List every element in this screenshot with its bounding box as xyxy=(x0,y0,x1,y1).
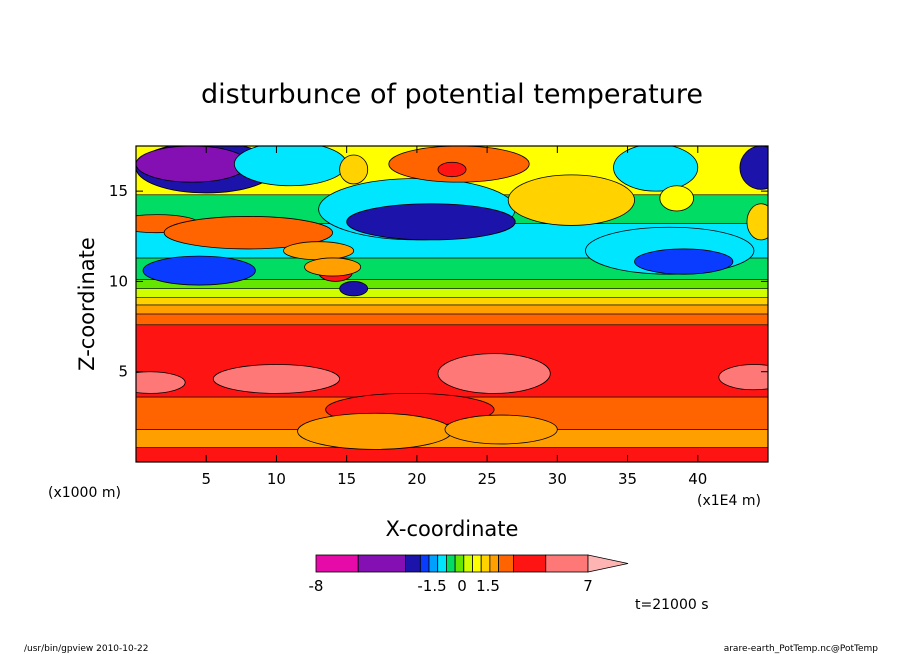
x-tick-label: 25 xyxy=(478,470,497,488)
colorbar-extension xyxy=(587,554,629,573)
colorbar-label: 7 xyxy=(583,577,593,595)
colorbar-segment-0 xyxy=(315,554,359,573)
contour-region-9 xyxy=(507,174,635,226)
colorbar-label: 1.5 xyxy=(476,577,500,595)
contour-region-4 xyxy=(163,216,334,250)
plot-area xyxy=(136,146,768,462)
contour-region-18 xyxy=(746,203,768,241)
contour-band-5 xyxy=(136,304,768,315)
colorbar-segment-2 xyxy=(405,554,421,573)
colorbar-segment-1 xyxy=(357,554,406,573)
contour-region-22 xyxy=(136,371,186,394)
contour-band-7 xyxy=(136,288,768,298)
colorbar-segment-10 xyxy=(480,554,491,573)
colorbar-segment-5 xyxy=(437,554,447,573)
contour-region-24 xyxy=(437,353,551,394)
colorbar-segment-12 xyxy=(498,554,514,573)
x-unit-right: (x1E4 m) xyxy=(697,493,761,509)
contour-band-6 xyxy=(136,297,768,306)
y-axis-label: Z-coordinate xyxy=(75,237,99,371)
colorbar-labels: -8 -1.5 0 1.5 7 xyxy=(309,577,593,595)
y-axis: 5 10 15 xyxy=(109,182,768,381)
chart-title: disturbunce of potential temperature xyxy=(201,79,703,110)
colorbar-segment-14 xyxy=(545,554,589,573)
colorbar-segment-3 xyxy=(419,554,430,573)
colorbar-segment-9 xyxy=(472,554,482,573)
colorbar-segment-11 xyxy=(489,554,499,573)
colorbar-segment-7 xyxy=(454,554,465,573)
contour-region-23 xyxy=(212,364,341,394)
contour-regions xyxy=(136,146,768,450)
footer-left: /usr/bin/gpview 2010-10-22 xyxy=(24,644,148,654)
contour-region-14 xyxy=(634,248,734,275)
contour-band-0 xyxy=(136,447,768,462)
x-tick-label: 5 xyxy=(201,470,211,488)
contour-region-16 xyxy=(739,146,768,190)
x-tick-label: 35 xyxy=(618,470,637,488)
x-tick-label: 10 xyxy=(267,470,286,488)
contour-band-4 xyxy=(136,313,768,326)
x-tick-label: 40 xyxy=(688,470,707,488)
time-label: t=21000 s xyxy=(635,597,709,613)
colorbar-segment-8 xyxy=(463,554,473,573)
contour-region-19 xyxy=(339,281,369,297)
y-tick-label: 15 xyxy=(109,182,128,200)
contour-region-15 xyxy=(613,146,699,192)
contour-region-11 xyxy=(437,161,467,178)
colorbar-label: -8 xyxy=(309,577,324,595)
colorbar-segment-6 xyxy=(446,554,456,573)
x-axis: 5 10 15 20 25 30 35 40 xyxy=(201,146,707,488)
colorbar-label: 0 xyxy=(457,577,467,595)
x-axis-label: X-coordinate xyxy=(386,517,519,541)
colorbar xyxy=(315,554,629,573)
contour-region-27 xyxy=(297,412,453,450)
footer-right: arare-earth_PotTemp.nc@PotTemp xyxy=(724,644,879,654)
plot-frame xyxy=(135,145,769,463)
contour-region-28 xyxy=(444,414,558,445)
contour-region-12 xyxy=(339,154,369,185)
contour-region-6 xyxy=(142,255,256,286)
contour-region-1 xyxy=(136,146,249,183)
contour-region-25 xyxy=(718,364,768,391)
x-tick-label: 15 xyxy=(337,470,356,488)
contour-region-8 xyxy=(346,203,516,241)
contour-region-21 xyxy=(304,257,362,277)
y-tick-label: 5 xyxy=(118,363,128,381)
x-tick-label: 30 xyxy=(548,470,567,488)
colorbar-segment-4 xyxy=(428,554,439,573)
y-tick-label: 10 xyxy=(109,272,128,290)
contour-region-17 xyxy=(659,185,694,212)
colorbar-label: -1.5 xyxy=(417,577,446,595)
colorbar-segment-13 xyxy=(513,554,547,573)
contour-region-2 xyxy=(233,146,348,187)
x-unit-left: (x1000 m) xyxy=(48,485,121,501)
contour-region-5 xyxy=(283,241,355,261)
x-tick-label: 20 xyxy=(407,470,426,488)
